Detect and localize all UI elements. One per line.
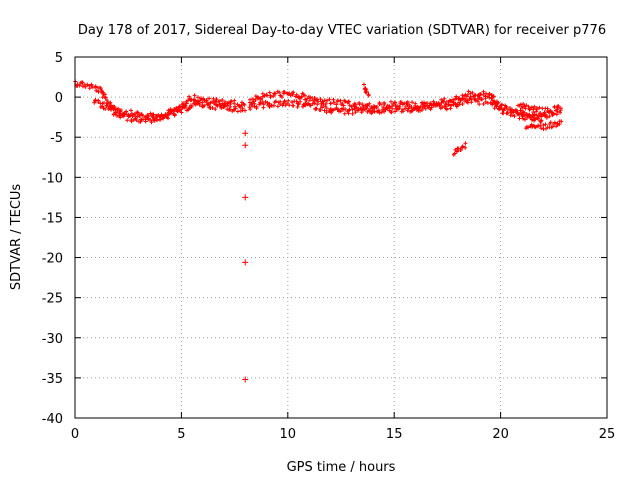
y-tick-label: 5 [55, 51, 63, 66]
data-band [92, 98, 247, 125]
y-tick-label: -10 [42, 171, 63, 186]
y-tick-label: -20 [42, 252, 63, 267]
x-tick-label: 15 [386, 427, 403, 442]
data-band-markers [362, 82, 371, 98]
data-point [242, 376, 249, 383]
data-band-markers [92, 98, 247, 125]
y-tick-label: -35 [42, 372, 63, 387]
y-tick-label: -5 [50, 131, 63, 146]
y-tick-label: 0 [55, 91, 63, 106]
y-tick-label: -15 [42, 211, 63, 226]
grid [75, 57, 607, 418]
ticks: 0 5 10 15 20 25 5 0 -5 -10 -15 -20 -25 -30 -35 -40 [42, 51, 616, 442]
y-tick-label: -30 [42, 332, 63, 347]
data-point [242, 194, 249, 201]
data-points [73, 79, 564, 383]
data-band-markers [451, 141, 468, 157]
chart-title: Day 178 of 2017, Sidereal Day-to-day VTE… [78, 23, 606, 38]
data-band [516, 102, 561, 117]
plot-frame [74, 56, 608, 419]
data-band [451, 141, 468, 157]
data-band [362, 82, 371, 98]
x-tick-label: 25 [599, 427, 616, 442]
data-point [242, 130, 249, 137]
x-tick-label: 5 [177, 427, 185, 442]
x-tick-label: 20 [492, 427, 509, 442]
x-tick-label: 10 [280, 427, 297, 442]
y-tick-label: -40 [42, 412, 63, 427]
data-point [242, 259, 249, 266]
y-axis-label: SDTVAR / TECUs [9, 184, 24, 291]
data-band-markers [516, 102, 561, 117]
data-point [242, 142, 249, 149]
x-axis-label: GPS time / hours [287, 460, 396, 475]
data-band-markers [524, 119, 564, 131]
x-tick-label: 0 [71, 427, 79, 442]
data-band [247, 95, 544, 124]
y-tick-label: -25 [42, 292, 63, 307]
data-band-markers [247, 95, 544, 124]
data-band [524, 119, 564, 131]
